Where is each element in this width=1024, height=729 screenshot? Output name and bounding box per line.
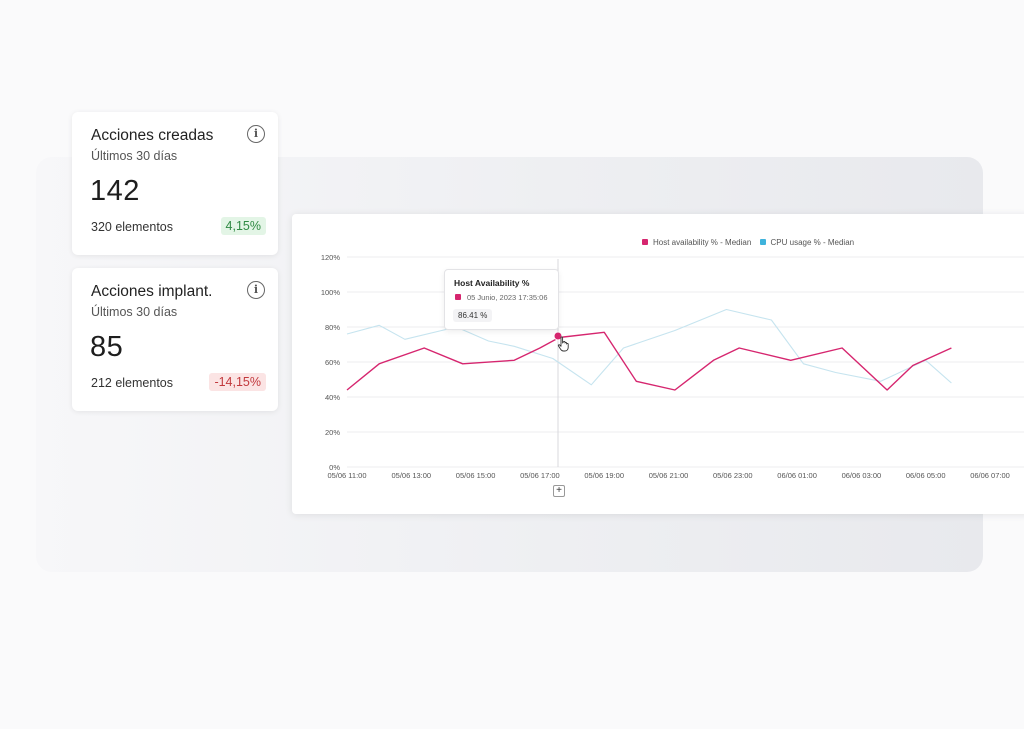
tooltip-title: Host Availability %: [454, 278, 530, 288]
y-tick-label: 120%: [321, 253, 341, 262]
chart-legend: Host availability % - Median CPU usage %…: [642, 238, 860, 247]
tooltip-date: 05 Junio, 2023 17:35:06: [467, 293, 548, 302]
kpi-card-acciones-creadas[interactable]: Acciones creadas Últimos 30 días 142 320…: [72, 112, 278, 255]
legend-item-host[interactable]: Host availability % - Median: [642, 238, 751, 247]
series-line-cpu-usage: [346, 308, 952, 386]
add-annotation-button[interactable]: +: [553, 485, 565, 497]
kpi-value: 85: [90, 331, 124, 363]
kpi-value: 142: [90, 175, 140, 207]
y-tick-label: 20%: [325, 428, 340, 437]
kpi-meta: 320 elementos: [91, 220, 174, 234]
series-line-host-availability: [346, 331, 952, 391]
kpi-title: Acciones implant.: [91, 283, 213, 300]
x-tick-label: 06/06 03:00: [842, 471, 882, 480]
kpi-meta: 212 elementos: [91, 376, 174, 390]
legend-label-host: Host availability % - Median: [653, 238, 752, 247]
chart-tooltip: Host Availability % 05 Junio, 2023 17:35…: [444, 269, 559, 330]
info-icon[interactable]: i: [247, 281, 265, 299]
x-tick-label: 06/06 07:00: [970, 471, 1010, 480]
highlighted-point: [553, 331, 563, 341]
line-chart: 0% 20% 40% 60% 80% 100% 120% 05/06 11:00 05/06 1…: [321, 253, 1024, 480]
x-tick-label: 05/06 11:00: [327, 471, 366, 480]
y-tick-label: 80%: [325, 323, 340, 332]
legend-item-cpu[interactable]: CPU usage % - Median: [759, 238, 855, 247]
kpi-subtitle: Últimos 30 días: [91, 149, 178, 163]
tooltip-series-swatch: [455, 294, 461, 300]
kpi-change-badge: -14,15%: [209, 373, 266, 391]
x-tick-label: 05/06 23:00: [713, 471, 753, 480]
x-tick-label: 05/06 13:00: [391, 471, 431, 480]
x-tick-label: 05/06 21:00: [649, 471, 689, 480]
kpi-change-badge: 4,15%: [220, 217, 266, 235]
kpi-subtitle: Últimos 30 días: [91, 305, 178, 319]
kpi-card-acciones-implant[interactable]: Acciones implant. Últimos 30 días 85 212…: [72, 268, 278, 411]
pointer-hand-icon: [557, 336, 569, 352]
y-tick-label: 60%: [325, 358, 340, 367]
x-tick-label: 05/06 17:00: [520, 471, 560, 480]
legend-swatch-host: [642, 238, 648, 245]
x-tick-label: 06/06 01:00: [777, 471, 817, 480]
info-icon[interactable]: i: [247, 125, 265, 143]
tooltip-value: 86.41 %: [453, 309, 493, 322]
kpi-title: Acciones creadas: [91, 127, 214, 144]
line-chart-panel: 0% 20% 40% 60% 80% 100% 120% 05/06 11:00 05/06 1…: [292, 214, 1024, 514]
x-tick-label: 05/06 15:00: [456, 471, 496, 480]
y-tick-label: 0%: [329, 463, 340, 472]
legend-label-cpu: CPU usage % - Median: [770, 238, 855, 247]
y-tick-label: 100%: [321, 288, 341, 297]
legend-swatch-cpu: [759, 238, 766, 245]
x-tick-label: 06/06 05:00: [906, 471, 946, 480]
y-tick-label: 40%: [325, 393, 340, 402]
x-tick-label: 05/06 19:00: [584, 471, 624, 480]
